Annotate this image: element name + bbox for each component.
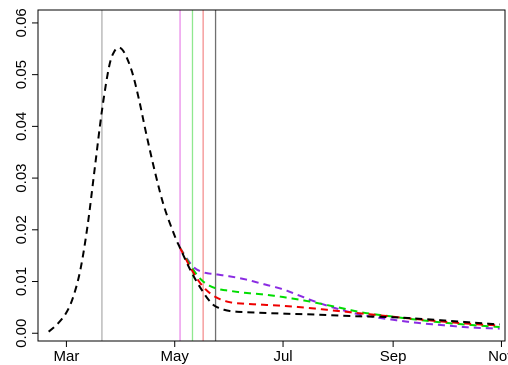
x-tick-label: May — [161, 348, 190, 365]
y-tick-label: 0.04 — [13, 112, 30, 141]
y-tick-label: 0.01 — [13, 267, 30, 296]
y-axis: 0.00 0.01 0.02 0.03 0.04 0.05 0.06 — [13, 8, 38, 348]
y-tick-label: 0.02 — [13, 215, 30, 244]
x-tick-label: Jul — [273, 348, 292, 365]
series-line-3 — [179, 247, 500, 327]
x-tick-label: Mar — [53, 348, 79, 365]
x-tick-label: Sep — [380, 348, 407, 365]
x-axis: Mar May Jul Sep Nov — [53, 341, 508, 365]
y-tick-label: 0.00 — [13, 319, 30, 348]
series-line-2 — [179, 247, 500, 329]
vertical-markers — [101, 10, 217, 341]
series-lines — [47, 46, 500, 333]
y-tick-label: 0.06 — [13, 8, 30, 37]
y-tick-label: 0.05 — [13, 60, 30, 89]
x-tick-label: Nov — [488, 348, 508, 365]
plot-frame — [37, 9, 506, 342]
series-line-4 — [47, 46, 500, 333]
y-tick-label: 0.03 — [13, 163, 30, 192]
series-line-1 — [179, 247, 500, 330]
